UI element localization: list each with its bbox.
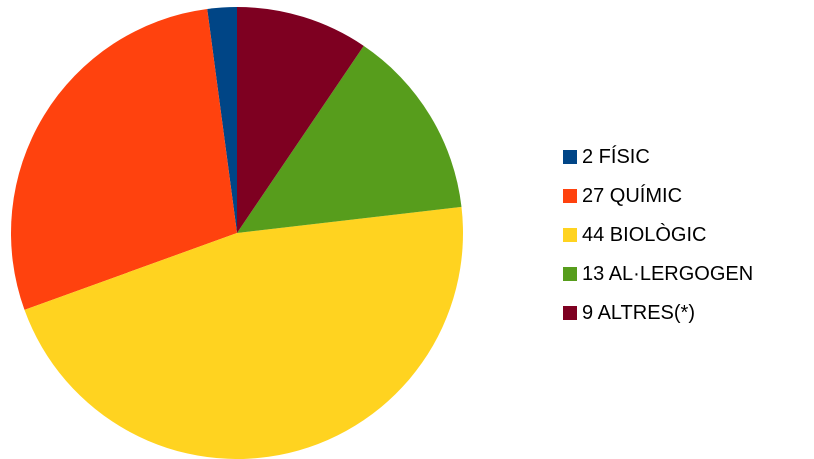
legend-label-biologic: 44 BIOLÒGIC — [582, 224, 707, 246]
legend-swatch-allergogen — [563, 267, 577, 281]
legend-label-altres: 9 ALTRES(*) — [582, 302, 695, 324]
legend-item-quimic: 27 QUÍMIC — [563, 183, 753, 209]
legend-swatch-altres — [563, 306, 577, 320]
legend-item-biologic: 44 BIOLÒGIC — [563, 222, 753, 248]
chart-legend: 2 FÍSIC 27 QUÍMIC 44 BIOLÒGIC 13 AL·LERG… — [563, 144, 753, 326]
legend-label-fisic: 2 FÍSIC — [582, 146, 650, 168]
pie-slice-biologic — [24, 206, 463, 459]
legend-item-altres: 9 ALTRES(*) — [563, 300, 753, 326]
legend-swatch-fisic — [563, 150, 577, 164]
pie-slice-altres — [237, 6, 364, 233]
pie-slice-fisic — [207, 6, 237, 233]
legend-item-fisic: 2 FÍSIC — [563, 144, 753, 170]
legend-label-allergogen: 13 AL·LERGOGEN — [582, 263, 754, 285]
pie-slice-quimic — [10, 8, 238, 310]
legend-swatch-biologic — [563, 228, 577, 242]
legend-item-allergogen: 13 AL·LERGOGEN — [563, 261, 753, 287]
pie-slices — [10, 6, 463, 459]
legend-label-quimic: 27 QUÍMIC — [582, 185, 683, 207]
pie-slice-al-lergogen — [237, 45, 462, 234]
legend-swatch-quimic — [563, 189, 577, 203]
